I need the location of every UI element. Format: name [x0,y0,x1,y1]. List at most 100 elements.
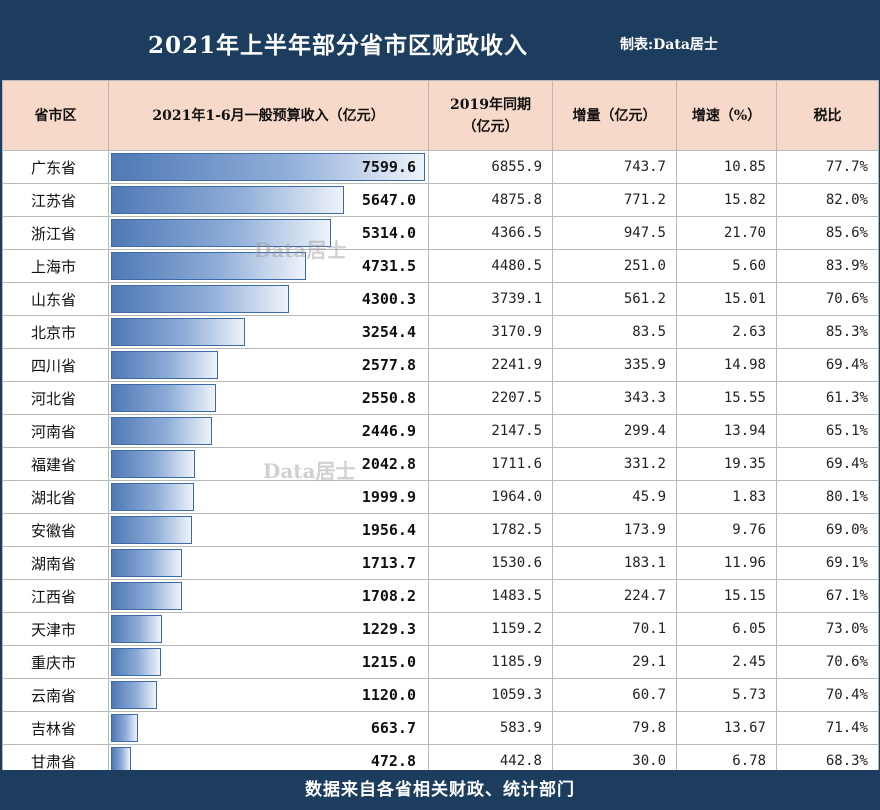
column-header-province: 省市区 [2,80,109,151]
increase-cell: 79.8 [552,711,677,745]
table-row: 湖北省 1999.9 1964.0 45.9 1.83 80.1% [2,480,879,514]
table-row: 福建省 2042.8 1711.6 331.2 19.35 69.4% [2,447,879,481]
province-cell: 四川省 [2,348,109,382]
revenue-value: 2550.8 [361,389,416,407]
increase-cell: 771.2 [552,183,677,217]
same-period-2019-cell: 3739.1 [428,282,553,316]
increase-cell: 947.5 [552,216,677,250]
growth-rate-cell: 9.76 [676,513,777,547]
revenue-value: 1713.7 [361,554,416,572]
province-cell: 河北省 [2,381,109,415]
revenue-bar-cell: 7599.6 [108,150,429,184]
revenue-bar [111,153,425,181]
revenue-value: 1999.9 [361,488,416,506]
revenue-bar [111,186,344,214]
tax-ratio-cell: 61.3% [776,381,879,415]
revenue-bar-cell: 4731.5 [108,249,429,283]
province-cell: 福建省 [2,447,109,481]
revenue-bar [111,549,182,577]
revenue-bar-cell: 1999.9 [108,480,429,514]
province-cell: 北京市 [2,315,109,349]
column-header-increase: 增量（亿元） [552,80,677,151]
revenue-bar [111,285,289,313]
revenue-bar-cell: 1708.2 [108,579,429,613]
table-row: 广东省 7599.6 6855.9 743.7 10.85 77.7% [2,150,879,184]
table-row: 云南省 1120.0 1059.3 60.7 5.73 70.4% [2,678,879,712]
revenue-value: 472.8 [370,752,416,770]
tax-ratio-cell: 70.6% [776,282,879,316]
growth-rate-cell: 6.05 [676,612,777,646]
revenue-bar [111,681,157,709]
province-cell: 重庆市 [2,645,109,679]
revenue-value: 1708.2 [361,587,416,605]
revenue-bar [111,450,195,478]
table-body: 广东省 7599.6 6855.9 743.7 10.85 77.7% 江苏省 5647.0 4… [2,150,879,778]
table-row: 天津市 1229.3 1159.2 70.1 6.05 73.0% [2,612,879,646]
increase-cell: 299.4 [552,414,677,448]
revenue-bar-cell: 3254.4 [108,315,429,349]
growth-rate-cell: 14.98 [676,348,777,382]
province-cell: 云南省 [2,678,109,712]
author-credit: 制表:Data居士 [620,37,718,53]
same-period-2019-cell: 1964.0 [428,480,553,514]
growth-rate-cell: 15.15 [676,579,777,613]
revenue-value: 7599.6 [361,158,416,176]
tax-ratio-cell: 67.1% [776,579,879,613]
increase-cell: 251.0 [552,249,677,283]
increase-cell: 83.5 [552,315,677,349]
tax-ratio-cell: 71.4% [776,711,879,745]
revenue-value: 1229.3 [361,620,416,638]
revenue-bar-cell: 1229.3 [108,612,429,646]
revenue-bar-cell: 1120.0 [108,678,429,712]
province-cell: 山东省 [2,282,109,316]
table-row: 江西省 1708.2 1483.5 224.7 15.15 67.1% [2,579,879,613]
revenue-bar-cell: 2577.8 [108,348,429,382]
revenue-value: 663.7 [370,719,416,737]
same-period-2019-cell: 1185.9 [428,645,553,679]
growth-rate-cell: 13.94 [676,414,777,448]
growth-rate-cell: 5.60 [676,249,777,283]
tax-ratio-cell: 69.1% [776,546,879,580]
source-footer: 数据来自各省相关财政、统计部门 [0,770,880,810]
revenue-value: 4731.5 [361,257,416,275]
province-cell: 上海市 [2,249,109,283]
revenue-bar [111,252,306,280]
same-period-2019-cell: 2207.5 [428,381,553,415]
province-cell: 广东省 [2,150,109,184]
tax-ratio-cell: 77.7% [776,150,879,184]
revenue-value: 1120.0 [361,686,416,704]
province-cell: 安徽省 [2,513,109,547]
same-period-2019-cell: 1483.5 [428,579,553,613]
tax-ratio-cell: 73.0% [776,612,879,646]
revenue-value: 3254.4 [361,323,416,341]
tax-ratio-cell: 80.1% [776,480,879,514]
revenue-bar-cell: 1956.4 [108,513,429,547]
revenue-bar [111,483,194,511]
province-cell: 吉林省 [2,711,109,745]
growth-rate-cell: 2.63 [676,315,777,349]
revenue-bar-cell: 2446.9 [108,414,429,448]
same-period-2019-cell: 583.9 [428,711,553,745]
province-cell: 江苏省 [2,183,109,217]
revenue-bar-cell: 2042.8 [108,447,429,481]
table-row: 安徽省 1956.4 1782.5 173.9 9.76 69.0% [2,513,879,547]
increase-cell: 561.2 [552,282,677,316]
revenue-value: 5314.0 [361,224,416,242]
revenue-bar-cell: 5647.0 [108,183,429,217]
table-header-row: 省市区 2021年1-6月一般预算收入（亿元） 2019年同期 （亿元） 增量（… [2,80,879,151]
growth-rate-cell: 1.83 [676,480,777,514]
title-banner: 2021年上半年部分省市区财政收入 制表:Data居士 [0,0,880,80]
same-period-2019-cell: 4875.8 [428,183,553,217]
tax-ratio-cell: 83.9% [776,249,879,283]
growth-rate-cell: 21.70 [676,216,777,250]
column-header-same-period-2019: 2019年同期 （亿元） [428,80,553,151]
growth-rate-cell: 2.45 [676,645,777,679]
table-row: 上海市 4731.5 4480.5 251.0 5.60 83.9% [2,249,879,283]
revenue-bar-cell: 1713.7 [108,546,429,580]
increase-cell: 45.9 [552,480,677,514]
same-period-2019-cell: 4366.5 [428,216,553,250]
revenue-bar [111,351,218,379]
revenue-value: 2446.9 [361,422,416,440]
tax-ratio-cell: 70.4% [776,678,879,712]
table-row: 河北省 2550.8 2207.5 343.3 15.55 61.3% [2,381,879,415]
